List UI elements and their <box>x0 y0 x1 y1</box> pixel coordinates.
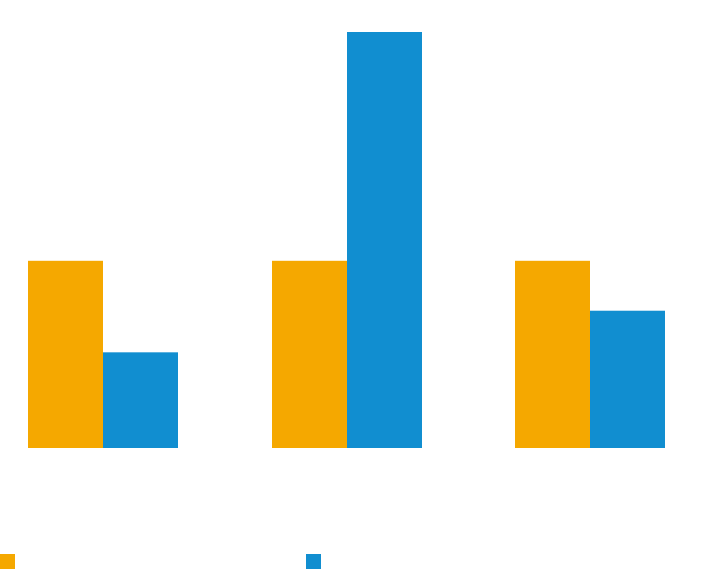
legend-swatch-series-2 <box>306 553 321 569</box>
bars-group <box>28 32 665 448</box>
bar-series-1-category-2 <box>272 260 347 448</box>
legend-item-series-1 <box>0 553 21 569</box>
bar-series-2-category-1 <box>103 352 178 448</box>
legend-item-series-2 <box>306 553 327 569</box>
bar-series-2-category-2 <box>347 32 422 448</box>
legend-swatch-series-1 <box>0 553 15 569</box>
bar-chart <box>28 32 665 448</box>
legend <box>0 553 703 569</box>
bar-series-2-category-3 <box>590 310 665 448</box>
bar-series-1-category-3 <box>515 260 590 448</box>
bar-series-1-category-1 <box>28 260 103 448</box>
